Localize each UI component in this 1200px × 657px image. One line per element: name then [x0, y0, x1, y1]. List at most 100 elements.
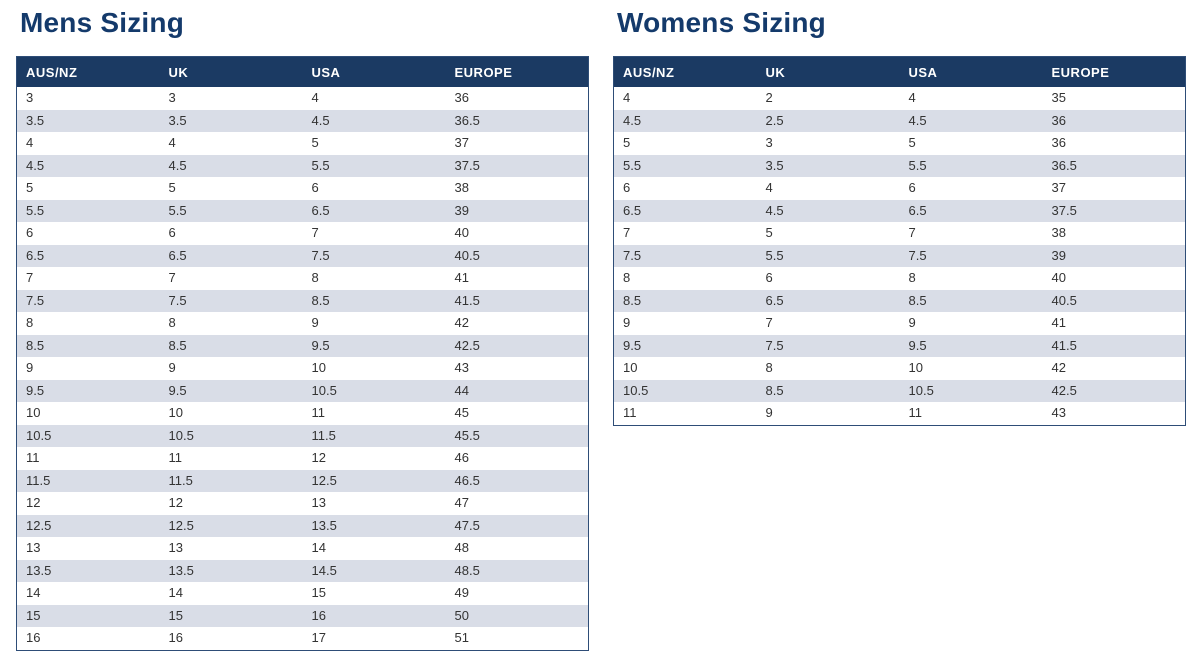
- size-cell: 5.5: [311, 157, 330, 173]
- size-cell: 36: [1051, 135, 1066, 150]
- size-cell: 6: [168, 225, 176, 240]
- size-cell: 12: [311, 450, 326, 465]
- womens-sizing-table: AUS/NZ UK USA EUROPE 4 2 4 35 4.5 2.5 4.5 36 5 3 5 36 5…: [613, 56, 1186, 426]
- size-cell: 3.5: [26, 112, 45, 128]
- size-cell: 7: [168, 270, 176, 285]
- table-row: 10 8 10 42: [613, 357, 1186, 380]
- size-cell: 4: [908, 90, 916, 105]
- table-row: 8 6 8 40: [613, 267, 1186, 290]
- column-header: AUS/NZ: [613, 56, 757, 87]
- size-cell: 5: [168, 180, 176, 195]
- size-cell: 47: [454, 495, 469, 510]
- size-cell: 8.5: [311, 292, 330, 308]
- size-cell: 41: [454, 270, 469, 285]
- table-row: 4 4 5 37: [16, 132, 589, 155]
- size-cell: 17: [311, 630, 326, 645]
- size-cell: 41.5: [454, 292, 480, 308]
- size-cell: 6.5: [311, 202, 330, 218]
- size-cell: 43: [454, 360, 469, 375]
- size-cell: 10.5: [168, 427, 194, 443]
- size-cell: 9.5: [311, 337, 330, 353]
- size-cell: 8.5: [908, 292, 927, 308]
- size-cell: 37: [1051, 180, 1066, 195]
- size-cell: 6: [908, 180, 916, 195]
- size-cell: 8.5: [765, 382, 784, 398]
- mens-table-header-row: AUS/NZ UK USA EUROPE: [16, 56, 589, 87]
- column-header: USA: [302, 56, 446, 87]
- size-cell: 8: [26, 315, 34, 330]
- size-cell: 5.5: [168, 202, 187, 218]
- size-cell: 4: [311, 90, 319, 105]
- size-cell: 51: [454, 630, 469, 645]
- size-cell: 11: [908, 405, 923, 420]
- size-cell: 36.5: [454, 112, 480, 128]
- size-cell: 37.5: [1051, 202, 1077, 218]
- table-row: 7 5 7 38: [613, 222, 1186, 245]
- table-row: 10 10 11 45: [16, 402, 589, 425]
- size-cell: 5.5: [765, 247, 784, 263]
- size-cell: 11: [623, 405, 637, 420]
- size-cell: 10.5: [908, 382, 934, 398]
- size-cell: 48.5: [454, 562, 480, 578]
- size-cell: 8.5: [26, 337, 45, 353]
- size-cell: 7: [26, 270, 34, 285]
- table-row: 3.5 3.5 4.5 36.5: [16, 109, 589, 132]
- womens-sizing-section: Womens Sizing AUS/NZ UK USA EUROPE 4 2 4 35 4.5…: [613, 4, 1186, 426]
- womens-table-header-row: AUS/NZ UK USA EUROPE: [613, 56, 1186, 87]
- size-cell: 10.5: [623, 382, 649, 398]
- size-cell: 9: [168, 360, 176, 375]
- size-cell: 7.5: [168, 292, 187, 308]
- size-cell: 9.5: [168, 382, 187, 398]
- size-cell: 14.5: [311, 562, 337, 578]
- table-row: 8 8 9 42: [16, 312, 589, 335]
- size-cell: 13: [168, 540, 183, 555]
- size-cell: 5.5: [908, 157, 927, 173]
- size-cell: 10: [623, 360, 638, 375]
- table-row: 7.5 7.5 8.5 41.5: [16, 289, 589, 312]
- size-cell: 13.5: [168, 562, 194, 578]
- column-header: AUS/NZ: [16, 56, 160, 87]
- size-cell: 3.5: [765, 157, 784, 173]
- column-header: EUROPE: [1042, 56, 1186, 87]
- size-cell: 4.5: [26, 157, 45, 173]
- size-cell: 5: [26, 180, 34, 195]
- size-cell: 4.5: [765, 202, 784, 218]
- size-cell: 8.5: [168, 337, 187, 353]
- size-cell: 4: [623, 90, 631, 105]
- table-row: 4.5 4.5 5.5 37.5: [16, 154, 589, 177]
- size-cell: 5: [765, 225, 773, 240]
- size-cell: 16: [311, 607, 326, 623]
- size-cell: 40.5: [1051, 292, 1077, 308]
- size-cell: 6: [26, 225, 34, 240]
- size-cell: 4.5: [623, 112, 642, 128]
- size-cell: 5.5: [26, 202, 45, 218]
- size-cell: 3: [765, 135, 773, 150]
- table-row: 12 12 13 47: [16, 492, 589, 515]
- size-cell: 11: [168, 450, 183, 465]
- table-row: 13 13 14 48: [16, 537, 589, 560]
- size-cell: 7.5: [765, 337, 784, 353]
- size-cell: 7.5: [623, 247, 642, 263]
- size-cell: 6.5: [26, 247, 45, 263]
- size-cell: 5: [623, 135, 631, 150]
- size-cell: 40: [1051, 270, 1066, 285]
- size-cell: 10.5: [26, 427, 52, 443]
- size-cell: 15: [168, 607, 183, 623]
- table-row: 14 14 15 49: [16, 582, 589, 605]
- size-cell: 14: [311, 540, 326, 555]
- size-cell: 49: [454, 585, 469, 600]
- size-cell: 47.5: [454, 517, 480, 533]
- size-cell: 10.5: [311, 382, 337, 398]
- size-cell: 6.5: [168, 247, 187, 263]
- size-cell: 16: [26, 630, 41, 645]
- size-cell: 44: [454, 382, 469, 398]
- mens-sizing-title: Mens Sizing: [20, 7, 184, 38]
- table-row: 9 7 9 41: [613, 312, 1186, 335]
- size-cell: 14: [26, 585, 41, 600]
- size-cell: 48: [454, 540, 469, 555]
- size-cell: 40: [454, 225, 469, 240]
- size-cell: 3: [26, 90, 34, 105]
- size-cell: 8: [765, 360, 773, 375]
- size-cell: 6.5: [623, 202, 642, 218]
